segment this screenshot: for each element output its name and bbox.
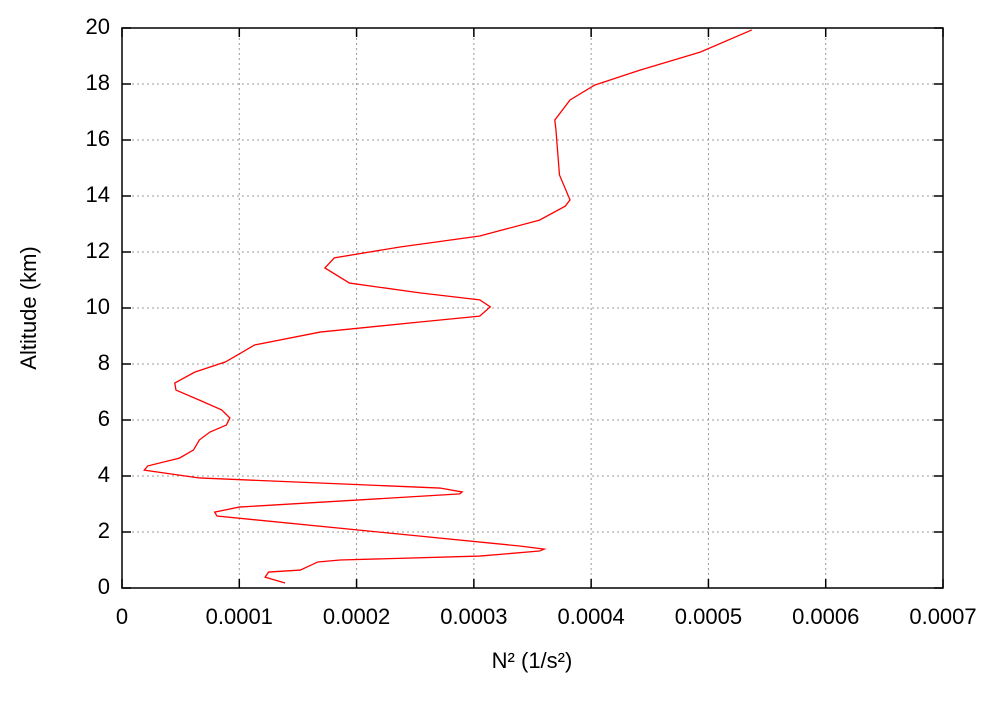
y-tick-label: 2 — [98, 518, 110, 543]
y-tick-label: 14 — [86, 182, 110, 207]
y-tick-label: 4 — [98, 462, 110, 487]
x-tick-label: 0.0004 — [557, 604, 624, 629]
y-tick-label: 18 — [86, 70, 110, 95]
x-tick-label: 0.0005 — [675, 604, 742, 629]
x-axis-label: N² (1/s²) — [492, 648, 573, 673]
data-line — [143, 29, 753, 584]
x-tick-label: 0.0003 — [440, 604, 507, 629]
x-tick-label: 0.0007 — [909, 604, 976, 629]
y-tick-label: 8 — [98, 350, 110, 375]
y-tick-label: 12 — [86, 238, 110, 263]
x-tick-label: 0 — [116, 604, 128, 629]
x-tick-label: 0.0002 — [323, 604, 390, 629]
x-tick-label: 0.0001 — [206, 604, 273, 629]
y-tick-label: 10 — [86, 294, 110, 319]
y-tick-label: 6 — [98, 406, 110, 431]
y-tick-label: 20 — [86, 14, 110, 39]
y-axis-label: Altitude (km) — [16, 246, 41, 369]
plot-frame — [121, 27, 944, 589]
y-tick-label: 0 — [98, 574, 110, 599]
y-tick-label: 16 — [86, 126, 110, 151]
x-tick-label: 0.0006 — [792, 604, 859, 629]
